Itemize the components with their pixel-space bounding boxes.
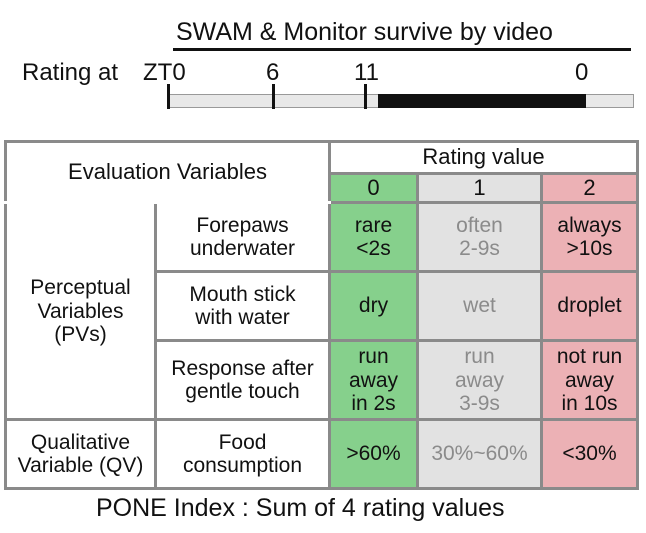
cell-line: Food [218, 430, 267, 454]
timeline-dark-phase [378, 94, 586, 108]
cell-line: Mouth stick [189, 282, 296, 306]
cell-line: with water [195, 306, 290, 330]
cell-line: gentle touch [185, 380, 300, 404]
rating-cell-1: run away 3-9s [416, 339, 543, 422]
rating-0-header: 0 [328, 172, 419, 205]
cell-line: away [454, 368, 505, 392]
cell-line: 3-9s [459, 392, 500, 416]
cell-line: run [358, 345, 389, 369]
tick-label-6: 6 [266, 59, 280, 86]
rating-at-label: Rating at [22, 59, 119, 86]
rating-value-header: Rating value [327, 139, 640, 176]
rating-cell-0: dry [328, 269, 419, 343]
tick-label-zt0: ZT0 [143, 59, 186, 86]
rating-cell-0: rare <2s [328, 201, 419, 273]
group-line: Perceptual [30, 276, 131, 300]
variable-mouth-stick-with-water: Mouth stick with water [154, 269, 331, 343]
variable-forepaws-underwater: Forepaws underwater [154, 201, 331, 273]
group-line: Variable (QV) [17, 454, 144, 478]
evaluation-variables-header: Evaluation Variables [4, 139, 331, 205]
timeline-bracket-line [173, 48, 631, 51]
qualitative-variable-group: Qualitative Variable (QV) [4, 418, 157, 490]
cell-line: always [557, 213, 622, 237]
rating-cell-1: 30%~60% [416, 418, 543, 490]
variable-food-consumption: Food consumption [154, 418, 331, 490]
cell-line: often [456, 213, 503, 237]
tick-mark-6 [272, 84, 275, 109]
table-row: Perceptual Variables (PVs) Forepaws unde… [4, 201, 640, 422]
rating-2-header: 2 [539, 172, 640, 205]
cell-line: <2s [356, 237, 391, 261]
cell-line: Response after [171, 356, 314, 380]
cell-line: underwater [189, 237, 296, 261]
rating-cell-1: wet [416, 269, 543, 343]
table-row: Mouth stick with water dry wet droplet [6, 269, 640, 343]
tick-label-11: 11 [354, 59, 379, 86]
rating-cell-0: run away in 2s [328, 339, 419, 422]
group-line: Qualitative [30, 430, 131, 454]
cell-line: in 10s [561, 392, 618, 416]
table-row: Qualitative Variable (QV) Food consumpti… [4, 418, 640, 490]
group-line: (PVs) [54, 323, 107, 347]
cell-line: 2-9s [459, 237, 500, 261]
rating-cell-2: not run away in 10s [539, 339, 640, 422]
cell-line: rare [354, 213, 393, 237]
header-row-1: Evaluation Variables Rating value [4, 139, 640, 205]
cell-line: >10s [566, 237, 613, 261]
variable-response-after-gentle-touch: Response after gentle touch [154, 339, 331, 422]
rating-cell-2: droplet [539, 269, 640, 343]
timeline-title: SWAM & Monitor survive by video [176, 18, 553, 46]
pone-index-caption: PONE Index : Sum of 4 rating values [96, 494, 505, 522]
perceptual-variables-group: Perceptual Variables (PVs) [4, 201, 157, 422]
tick-mark-11 [364, 84, 367, 109]
header-row-2: 0 1 2 [6, 172, 640, 205]
rating-cell-2: always >10s [539, 201, 640, 273]
cell-line: run [464, 345, 495, 369]
cell-line: Forepaws [196, 213, 289, 237]
rating-1-header: 1 [416, 172, 543, 205]
table-row: Response after gentle touch run away in … [6, 339, 640, 422]
group-line: Variables [37, 299, 124, 323]
rating-table: Evaluation Variables Rating value 0 1 2 … [4, 139, 640, 490]
cell-line: away [348, 368, 399, 392]
rating-cell-0: >60% [328, 418, 419, 490]
rating-cell-1: often 2-9s [416, 201, 543, 273]
cell-line: consumption [182, 454, 303, 478]
cell-line: in 2s [351, 392, 396, 416]
tick-mark-zt0 [167, 84, 170, 109]
tick-label-0: 0 [575, 59, 589, 86]
rating-cell-2: <30% [539, 418, 640, 490]
cell-line: not run [556, 345, 623, 369]
cell-line: away [564, 368, 615, 392]
